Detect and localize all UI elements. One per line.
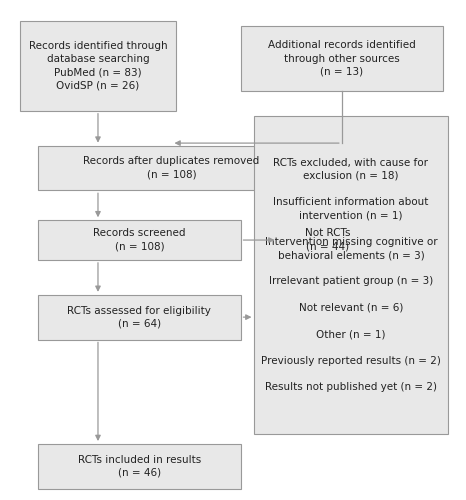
FancyBboxPatch shape [38, 294, 240, 340]
FancyBboxPatch shape [254, 116, 447, 434]
FancyBboxPatch shape [38, 220, 240, 260]
Text: Records screened
(n = 108): Records screened (n = 108) [93, 228, 185, 252]
Text: Records identified through
database searching
PubMed (n = 83)
OvidSP (n = 26): Records identified through database sear… [29, 41, 167, 91]
FancyBboxPatch shape [38, 146, 305, 190]
Text: RCTs excluded, with cause for
exclusion (n = 18)

Insufficient information about: RCTs excluded, with cause for exclusion … [261, 158, 441, 392]
Text: Records after duplicates removed
(n = 108): Records after duplicates removed (n = 10… [83, 156, 260, 180]
Text: Not RCTs
(n = 44): Not RCTs (n = 44) [305, 228, 351, 252]
Text: RCTs assessed for eligibility
(n = 64): RCTs assessed for eligibility (n = 64) [68, 306, 211, 328]
FancyBboxPatch shape [240, 26, 443, 91]
FancyBboxPatch shape [20, 22, 176, 111]
Text: RCTs included in results
(n = 46): RCTs included in results (n = 46) [78, 454, 201, 478]
FancyBboxPatch shape [277, 220, 378, 260]
Text: Additional records identified
through other sources
(n = 13): Additional records identified through ot… [268, 40, 416, 77]
FancyBboxPatch shape [38, 444, 240, 488]
